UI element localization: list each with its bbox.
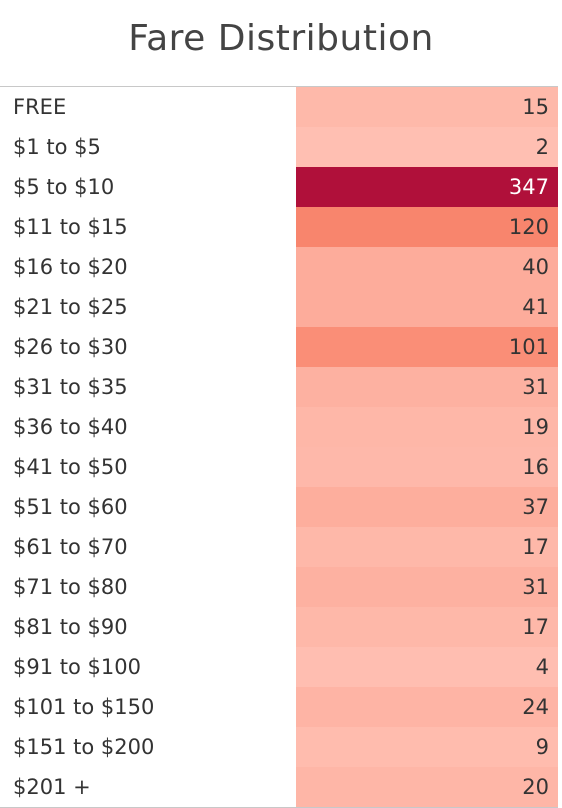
value-cell: 17 — [296, 607, 558, 647]
value-cell: 15 — [296, 87, 558, 127]
row-label: FREE — [13, 95, 67, 119]
value-cell: 120 — [296, 207, 558, 247]
value-cell: 37 — [296, 487, 558, 527]
table-row: $101 to $150 24 — [0, 687, 558, 727]
table-row: $51 to $60 37 — [0, 487, 558, 527]
row-label: $16 to $20 — [13, 255, 128, 279]
row-label: $61 to $70 — [13, 535, 128, 559]
row-label: $26 to $30 — [13, 335, 128, 359]
table-row: $71 to $80 31 — [0, 567, 558, 607]
row-label: $36 to $40 — [13, 415, 128, 439]
table-row: $61 to $70 17 — [0, 527, 558, 567]
row-label: $91 to $100 — [13, 655, 141, 679]
table-row: $11 to $15 120 — [0, 207, 558, 247]
value-cell: 19 — [296, 407, 558, 447]
chart-title: Fare Distribution — [128, 18, 434, 59]
table-row: $41 to $50 16 — [0, 447, 558, 487]
value-cell: 4 — [296, 647, 558, 687]
row-label: $71 to $80 — [13, 575, 128, 599]
fare-distribution-table: FREE 15 $1 to $5 2 $5 to $10 347 $11 to $15 120… — [0, 86, 558, 808]
table-row: $151 to $200 9 — [0, 727, 558, 767]
value-cell: 41 — [296, 287, 558, 327]
row-label: $5 to $10 — [13, 175, 115, 199]
value-cell: 17 — [296, 527, 558, 567]
row-label: $201 + — [13, 775, 91, 799]
row-label: $11 to $15 — [13, 215, 128, 239]
row-label: $101 to $150 — [13, 695, 155, 719]
value-cell: 24 — [296, 687, 558, 727]
table-row: $1 to $5 2 — [0, 127, 558, 167]
value-cell: 101 — [296, 327, 558, 367]
row-label: $51 to $60 — [13, 495, 128, 519]
table-row: $201 + 20 — [0, 767, 558, 807]
value-cell: 20 — [296, 767, 558, 807]
table-row: $36 to $40 19 — [0, 407, 558, 447]
table-row: $21 to $25 41 — [0, 287, 558, 327]
table-row: $26 to $30 101 — [0, 327, 558, 367]
table-row: FREE 15 — [0, 87, 558, 127]
value-cell: 2 — [296, 127, 558, 167]
row-label: $81 to $90 — [13, 615, 128, 639]
value-cell: 16 — [296, 447, 558, 487]
table-row: $31 to $35 31 — [0, 367, 558, 407]
value-cell: 347 — [296, 167, 558, 207]
table-row: $5 to $10 347 — [0, 167, 558, 207]
row-label: $151 to $200 — [13, 735, 155, 759]
value-cell: 9 — [296, 727, 558, 767]
table-row: $91 to $100 4 — [0, 647, 558, 687]
row-label: $31 to $35 — [13, 375, 128, 399]
value-cell: 40 — [296, 247, 558, 287]
value-cell: 31 — [296, 367, 558, 407]
row-label: $1 to $5 — [13, 135, 101, 159]
table-row: $16 to $20 40 — [0, 247, 558, 287]
row-label: $41 to $50 — [13, 455, 128, 479]
row-label: $21 to $25 — [13, 295, 128, 319]
table-row: $81 to $90 17 — [0, 607, 558, 647]
value-cell: 31 — [296, 567, 558, 607]
